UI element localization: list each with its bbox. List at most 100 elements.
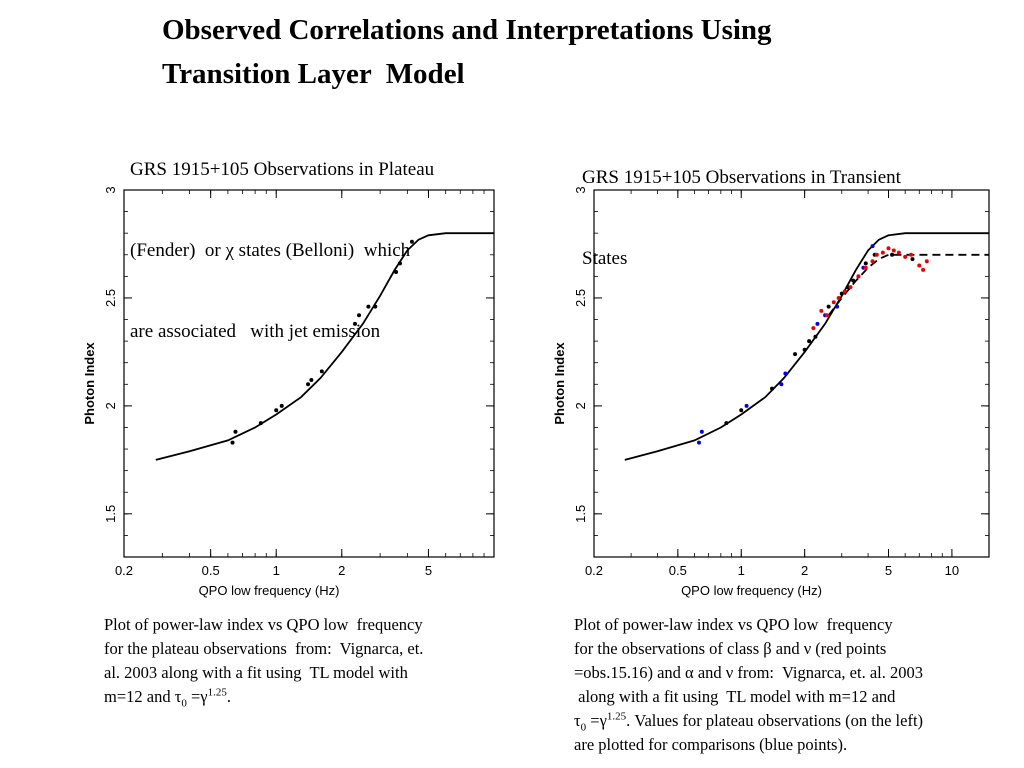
data-point (779, 382, 784, 387)
data-point (233, 429, 238, 434)
data-point (910, 257, 915, 262)
data-point (863, 261, 868, 266)
right-caption-line-2: for the observations of class β and ν (r… (574, 639, 887, 658)
plateau-chart: 0.2 0.5 1 2 5 1.5 2 2.5 3 QPO low frequency (Hz) P… (78, 180, 508, 600)
data-point (886, 246, 891, 251)
x-tick-label: 0.2 (115, 563, 133, 578)
x-tick-label: 0.5 (669, 563, 687, 578)
data-point (836, 295, 841, 300)
data-point (921, 267, 926, 272)
y-tick-label: 3 (103, 186, 118, 193)
data-point (826, 304, 831, 309)
y-tick-label: 1.5 (573, 505, 588, 523)
right-heading-line-2: States (582, 248, 628, 269)
y-tick-label: 2 (573, 402, 588, 409)
data-point (230, 440, 235, 445)
data-point (811, 326, 816, 331)
y-axis-label: Photon Index (552, 342, 567, 425)
x-tick-label: 5 (885, 563, 892, 578)
y-tick-label: 3 (573, 186, 588, 193)
left-plot-heading: GRS 1915+105 Observations in Plateau (Fe… (130, 102, 434, 372)
plot-frame (593, 189, 990, 558)
fit-curve (624, 232, 989, 461)
data-point (870, 259, 875, 264)
data-point (903, 254, 908, 259)
slide-title-line-2: Transition Layer Model (162, 58, 465, 90)
x-tick-label: 2 (338, 563, 345, 578)
data-point (724, 421, 729, 426)
left-caption-line-2: for the plateau observations from: Vigna… (104, 639, 424, 658)
x-tick-label: 5 (425, 563, 432, 578)
right-caption-line-3: =obs.15.16) and α and ν from: Vignarca, … (574, 663, 923, 682)
y-tick-label: 2 (103, 402, 118, 409)
data-point (880, 250, 885, 255)
data-point (394, 270, 399, 275)
right-caption-line-5-mid: =γ (586, 711, 607, 730)
data-point (835, 304, 840, 309)
right-caption-line-5: τ0 =γ1.25. Values for plateau observatio… (574, 709, 1014, 733)
left-caption-line-4: m=12 and τ0 =γ1.25. (104, 685, 544, 709)
x-tick-label: 10 (945, 563, 959, 578)
data-point (924, 259, 929, 264)
right-caption-line-4: along with a fit using TL model with m=1… (574, 687, 896, 706)
data-point (306, 382, 311, 387)
data-point (258, 421, 263, 426)
fit-curve (155, 232, 494, 461)
data-point (870, 244, 875, 249)
data-point (874, 252, 879, 257)
data-point (839, 291, 844, 296)
left-caption-gamma-exponent: 1.25 (207, 686, 227, 699)
data-point (831, 300, 836, 305)
x-tick-label: 2 (801, 563, 808, 578)
data-point (891, 248, 896, 253)
x-tick-label: 0.2 (585, 563, 603, 578)
left-caption-tau-subscript: 0 (181, 697, 187, 710)
data-point (807, 339, 812, 344)
data-point (699, 429, 704, 434)
right-caption-line-5-pre: τ (574, 711, 581, 730)
data-point (279, 403, 284, 408)
left-caption-line-4-post: . (226, 687, 231, 706)
data-point (274, 408, 279, 413)
data-point (366, 304, 371, 309)
data-point (397, 261, 402, 266)
left-caption-line-3: al. 2003 along with a fit using TL model… (104, 663, 408, 682)
left-caption-line-1: Plot of power-law index vs QPO low frequ… (104, 615, 423, 634)
right-caption-tau-subscript: 0 (580, 721, 587, 734)
data-point (770, 386, 775, 391)
data-point (909, 252, 914, 257)
right-caption-line-5-post: . Values for plateau observations (on th… (626, 711, 924, 730)
right-heading-line-1: GRS 1915+105 Observations in Transient (582, 167, 901, 188)
data-point (373, 304, 378, 309)
left-caption-line-4-mid: =γ (186, 687, 208, 706)
plot-area (155, 232, 494, 461)
data-point (824, 313, 829, 318)
data-point (793, 352, 798, 357)
y-tick-label: 2.5 (103, 289, 118, 307)
data-point (744, 403, 749, 408)
x-tick-label: 1 (738, 563, 745, 578)
right-plot-heading: GRS 1915+105 Observations in Transient S… (582, 110, 901, 299)
data-point (813, 334, 818, 339)
left-heading-line-2: (Fender) or χ states (Belloni) which (130, 240, 411, 261)
data-point (739, 408, 744, 413)
data-point (890, 252, 895, 257)
data-point (696, 440, 701, 445)
left-caption-line-4-pre: m=12 and τ (104, 687, 182, 706)
y-tick-label: 1.5 (103, 505, 118, 523)
data-point (309, 377, 314, 382)
x-tick-label: 0.5 (202, 563, 220, 578)
data-point (815, 321, 820, 326)
plateau-chart-svg: 0.2 0.5 1 2 5 1.5 2 2.5 3 QPO low frequency (Hz) P… (82, 186, 495, 598)
data-point (917, 263, 922, 268)
data-point (357, 313, 362, 318)
data-point (845, 285, 850, 290)
x-axis-label: QPO low frequency (Hz) (681, 583, 822, 598)
plot-area (624, 232, 989, 461)
data-point (856, 274, 861, 279)
data-point (319, 369, 324, 374)
data-point (802, 347, 807, 352)
data-point (848, 285, 853, 290)
slide-title: Observed Correlations and Interpretation… (162, 8, 982, 96)
data-point (819, 308, 824, 313)
